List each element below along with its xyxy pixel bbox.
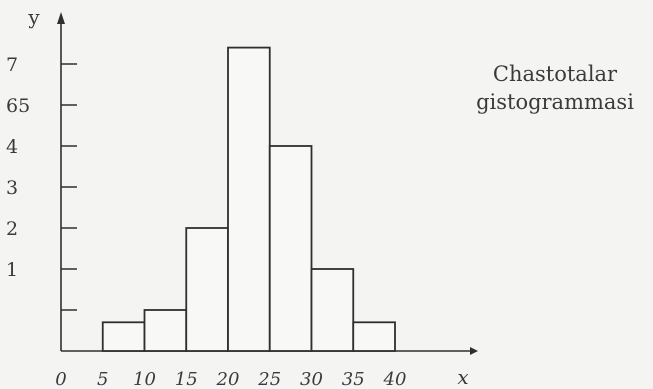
y-tick-label: 1 — [6, 259, 18, 281]
y-tick-label: 2 — [6, 218, 18, 240]
x-tick-label: 35 — [342, 369, 365, 389]
histogram-bar — [143, 309, 188, 352]
histogram-bar — [185, 227, 229, 352]
y-tick-label: 7 — [6, 54, 18, 76]
x-tick-label: 40 — [383, 369, 407, 389]
histogram-bar — [352, 321, 396, 352]
x-tick-label: 25 — [257, 369, 281, 389]
x-tick-label: 30 — [300, 369, 323, 389]
x-ticks: 0 5 10 15 20 25 30 35 40 — [55, 369, 406, 389]
x-axis-label: x — [457, 365, 468, 389]
x-tick-label: 20 — [216, 369, 240, 389]
y-axis-label: y — [27, 5, 40, 29]
x-tick-label: 10 — [133, 369, 156, 389]
x-axis-arrow — [470, 347, 478, 355]
chart-title-line-2: gistogrammasi — [476, 90, 634, 114]
bars — [101, 46, 396, 352]
y-ticks: 7 65 4 3 2 1 — [6, 54, 77, 311]
x-tick-label: 0 — [55, 369, 66, 389]
histogram-bar — [227, 46, 271, 352]
x-tick-label: 15 — [175, 369, 198, 389]
x-tick-label: 5 — [97, 369, 108, 389]
y-tick-label: 4 — [6, 136, 18, 158]
histogram-bar — [268, 145, 313, 352]
y-tick-label: 3 — [6, 177, 18, 199]
y-axis-arrow — [57, 12, 65, 24]
y-tick-label: 65 — [6, 95, 30, 117]
histogram-bar — [101, 321, 146, 352]
chart-title-line-1: Chastotalar — [492, 62, 618, 86]
chart-title: Chastotalar gistogrammasi — [460, 60, 650, 116]
histogram-bar — [310, 268, 355, 352]
